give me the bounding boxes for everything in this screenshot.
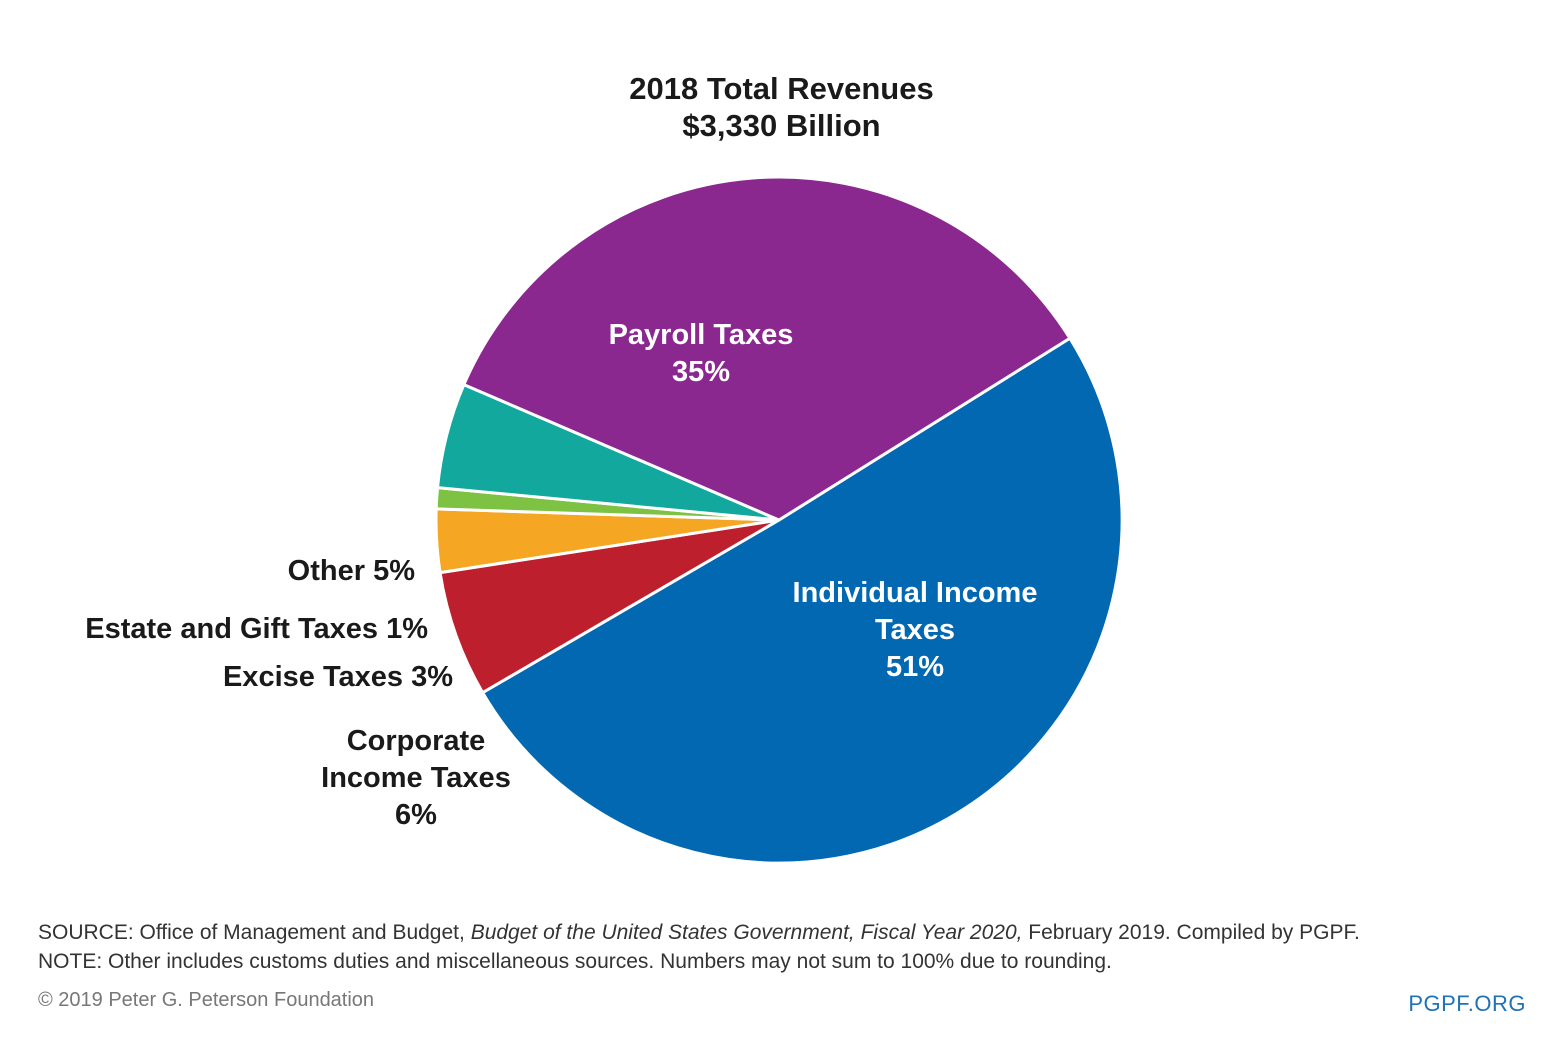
slice-individual-income-taxes: [481, 336, 1124, 865]
source-prefix: SOURCE: Office of Management and Budget,: [38, 921, 471, 944]
label-other-line-1: Other 5%: [288, 555, 416, 587]
label-corporate-income-taxes-line-1: Corporate: [347, 725, 486, 757]
pie-labels: Individual Income Taxes 51% Corporate Income…: [85, 319, 1037, 831]
label-other: Other 5%: [288, 555, 416, 587]
label-payroll-taxes: Payroll Taxes 35%: [609, 319, 794, 388]
source-title: Budget of the United States Government, …: [470, 921, 1023, 944]
source-suffix: February 2019. Compiled by PGPF.: [1022, 921, 1360, 944]
chart-title: 2018 Total Revenues $3,330 Billion: [0, 70, 1559, 144]
label-corporate-income-taxes: Corporate Income Taxes 6%: [321, 725, 511, 831]
label-payroll-taxes-line-2: 35%: [672, 356, 730, 388]
label-estate-and-gift-taxes: Estate and Gift Taxes 1%: [85, 613, 428, 645]
label-excise-taxes: Excise Taxes 3%: [223, 661, 453, 693]
label-excise-taxes-line-1: Excise Taxes 3%: [223, 661, 453, 693]
label-corporate-income-taxes-line-2: Income Taxes: [321, 762, 511, 794]
slice-payroll-taxes: [462, 175, 1072, 522]
slice-corporate-income-taxes: [438, 518, 781, 695]
rounding-note: NOTE: Other includes customs duties and …: [38, 950, 1112, 973]
label-corporate-income-taxes-line-3: 6%: [395, 799, 437, 831]
label-individual-income-taxes-line-1: Individual Income: [793, 577, 1038, 609]
chart-title-line-2: $3,330 Billion: [682, 108, 881, 143]
label-individual-income-taxes: Individual Income Taxes 51%: [793, 577, 1038, 683]
copyright-notice: © 2019 Peter G. Peterson Foundation: [38, 989, 375, 1011]
label-estate-and-gift-taxes-line-1: Estate and Gift Taxes 1%: [85, 613, 428, 645]
pie-slices: [434, 175, 1124, 865]
label-individual-income-taxes-line-2: Taxes: [875, 614, 955, 646]
source-note: SOURCE: Office of Management and Budget,…: [38, 918, 1360, 947]
footnotes: SOURCE: Office of Management and Budget,…: [38, 918, 1360, 976]
label-payroll-taxes-line-1: Payroll Taxes: [609, 319, 794, 351]
label-individual-income-taxes-line-3: 51%: [886, 651, 944, 683]
chart-title-line-1: 2018 Total Revenues: [629, 71, 934, 106]
brand-link[interactable]: PGPF.ORG: [1408, 991, 1526, 1016]
